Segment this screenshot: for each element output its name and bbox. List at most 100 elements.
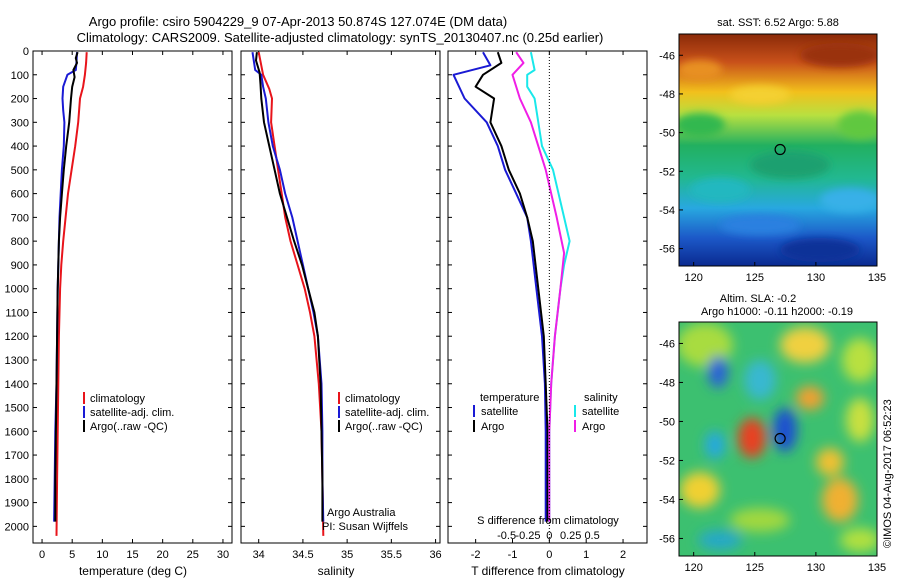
map-y-tick-label: -46 [659,338,675,350]
x-tick-label: 34.5 [292,549,313,561]
y-tick-label: 300 [11,117,29,129]
legend-title-temperature: temperature [480,392,539,404]
x-tick-label: 5 [69,549,75,561]
y-tick-label: 500 [11,165,29,177]
y-tick-label: 1900 [5,498,29,510]
y-tick-label: 600 [11,189,29,201]
map-y-tick-label: -56 [659,244,675,256]
y-tick-label: 100 [11,70,29,82]
x-tick-label: 36 [429,549,441,561]
x-tick-label: 2 [620,549,626,561]
sla-heatmap [679,322,877,556]
sla-map-frame [678,321,878,557]
series-line-temperature-2 [54,51,79,522]
s-tick-label: -0.5 [497,530,516,542]
map-y-tick-label: -50 [659,128,675,140]
axis-ticks: 0100200300400500600700800900100011001200… [5,46,647,561]
temperature-panel-frame [32,50,233,544]
map-y-tick-label: -52 [659,455,675,467]
y-tick-label: 1300 [5,355,29,367]
series-line-temperature-0 [55,52,88,536]
legend-label-argo: Argo(..raw -QC) [345,421,423,433]
x-tick-label: 25 [187,549,199,561]
argo-location-marker [774,432,786,445]
credit-argo-australia: Argo Australia [327,507,396,519]
y-tick-label: 900 [11,260,29,272]
map-y-tick-label: -54 [659,205,675,217]
y-tick-label: 1600 [5,426,29,438]
legend-label-satellite: satellite-adj. clim. [90,407,174,419]
s-tick-label: 0.5 [584,530,599,542]
y-tick-label: 1100 [5,307,29,319]
y-tick-label: 700 [11,212,29,224]
y-tick-label: 1700 [5,450,29,462]
legend-label-s-satellite: satellite [582,406,619,418]
map-x-tick-label: 125 [746,562,764,574]
legend-label-argo: Argo(..raw -QC) [90,421,168,433]
y-tick-label: 400 [11,141,29,153]
sst-map-frame [678,33,878,267]
x-tick-label: 20 [157,549,169,561]
series-line-salinity-0 [257,52,325,536]
map-x-tick-label: 120 [684,272,702,284]
profile-series [53,51,571,536]
map-x-tick-label: 120 [684,562,702,574]
difference-panel-frame [447,50,648,544]
map-y-tick-label: -46 [659,50,675,62]
y-tick-label: 1000 [5,284,29,296]
map-y-tick-label: -52 [659,166,675,178]
sla-map-ticks: 120 125 130 135 -46 -48 -50 -52 -54 -56 [659,338,886,574]
y-tick-label: 1400 [5,379,29,391]
x-tick-label: -1 [508,549,518,561]
temperature-axis-label: temperature (deg C) [79,564,187,578]
x-tick-label: 1 [583,549,589,561]
series-line-difference-3 [511,51,566,522]
sst-map-ticks: 120 125 130 135 -46 -48 -50 -52 -54 -56 [659,50,886,284]
figure-title-line1: Argo profile: csiro 5904229_9 07-Apr-201… [89,14,507,29]
x-tick-label: 0 [39,549,45,561]
legend-label-climatology: climatology [345,393,401,405]
map-y-tick-label: -48 [659,89,675,101]
y-tick-label: 1500 [5,403,29,415]
s-tick-label: 0.25 [560,530,581,542]
s-tick-label: 0 [546,530,552,542]
y-tick-label: 2000 [5,521,29,533]
legend-label-t-argo: Argo [481,421,504,433]
legend-label-s-argo: Argo [582,421,605,433]
map-x-tick-label: 135 [868,562,886,574]
difference-legend: temperature salinity satellite Argo sate… [473,392,619,433]
sst-heatmap [679,34,877,266]
series-line-difference-0 [452,51,547,522]
sst-map-title: sat. SST: 6.52 Argo: 5.88 [717,17,839,29]
y-tick-label: 0 [23,46,29,58]
salinity-axis-label: salinity [318,564,355,578]
salinity-legend: climatology satellite-adj. clim. Argo(..… [322,392,429,533]
sla-map-title-line1: Altim. SLA: -0.2 [720,293,796,305]
y-tick-label: 800 [11,236,29,248]
argo-location-marker [774,143,786,156]
map-y-tick-label: -54 [659,494,675,506]
map-y-tick-label: -50 [659,416,675,428]
map-x-tick-label: 125 [746,272,764,284]
imos-credit: ©IMOS 04-Aug-2017 06:52:23 [882,399,894,548]
legend-label-climatology: climatology [90,393,146,405]
legend-label-satellite: satellite-adj. clim. [345,407,429,419]
credit-pi-name: PI: Susan Wijffels [322,521,408,533]
x-tick-label: 30 [217,549,229,561]
temperature-legend: climatology satellite-adj. clim. Argo(..… [83,392,174,433]
x-tick-label: 10 [96,549,108,561]
sla-map-title-line2: Argo h1000: -0.11 h2000: -0.19 [701,306,853,318]
x-tick-label: 35 [341,549,353,561]
map-x-tick-label: 130 [807,562,825,574]
figure-title-line2: Climatology: CARS2009. Satellite-adjuste… [77,30,604,45]
y-tick-label: 200 [11,94,29,106]
series-line-salinity-2 [255,52,324,522]
map-y-tick-label: -56 [659,533,675,545]
salinity-panel-frame [240,50,441,544]
x-tick-label: 35.5 [381,549,402,561]
legend-title-salinity: salinity [584,392,618,404]
y-tick-label: 1800 [5,474,29,486]
s-difference-axis-label: S difference from climatology [477,515,619,527]
t-difference-axis-label: T difference from climatology [471,564,625,578]
